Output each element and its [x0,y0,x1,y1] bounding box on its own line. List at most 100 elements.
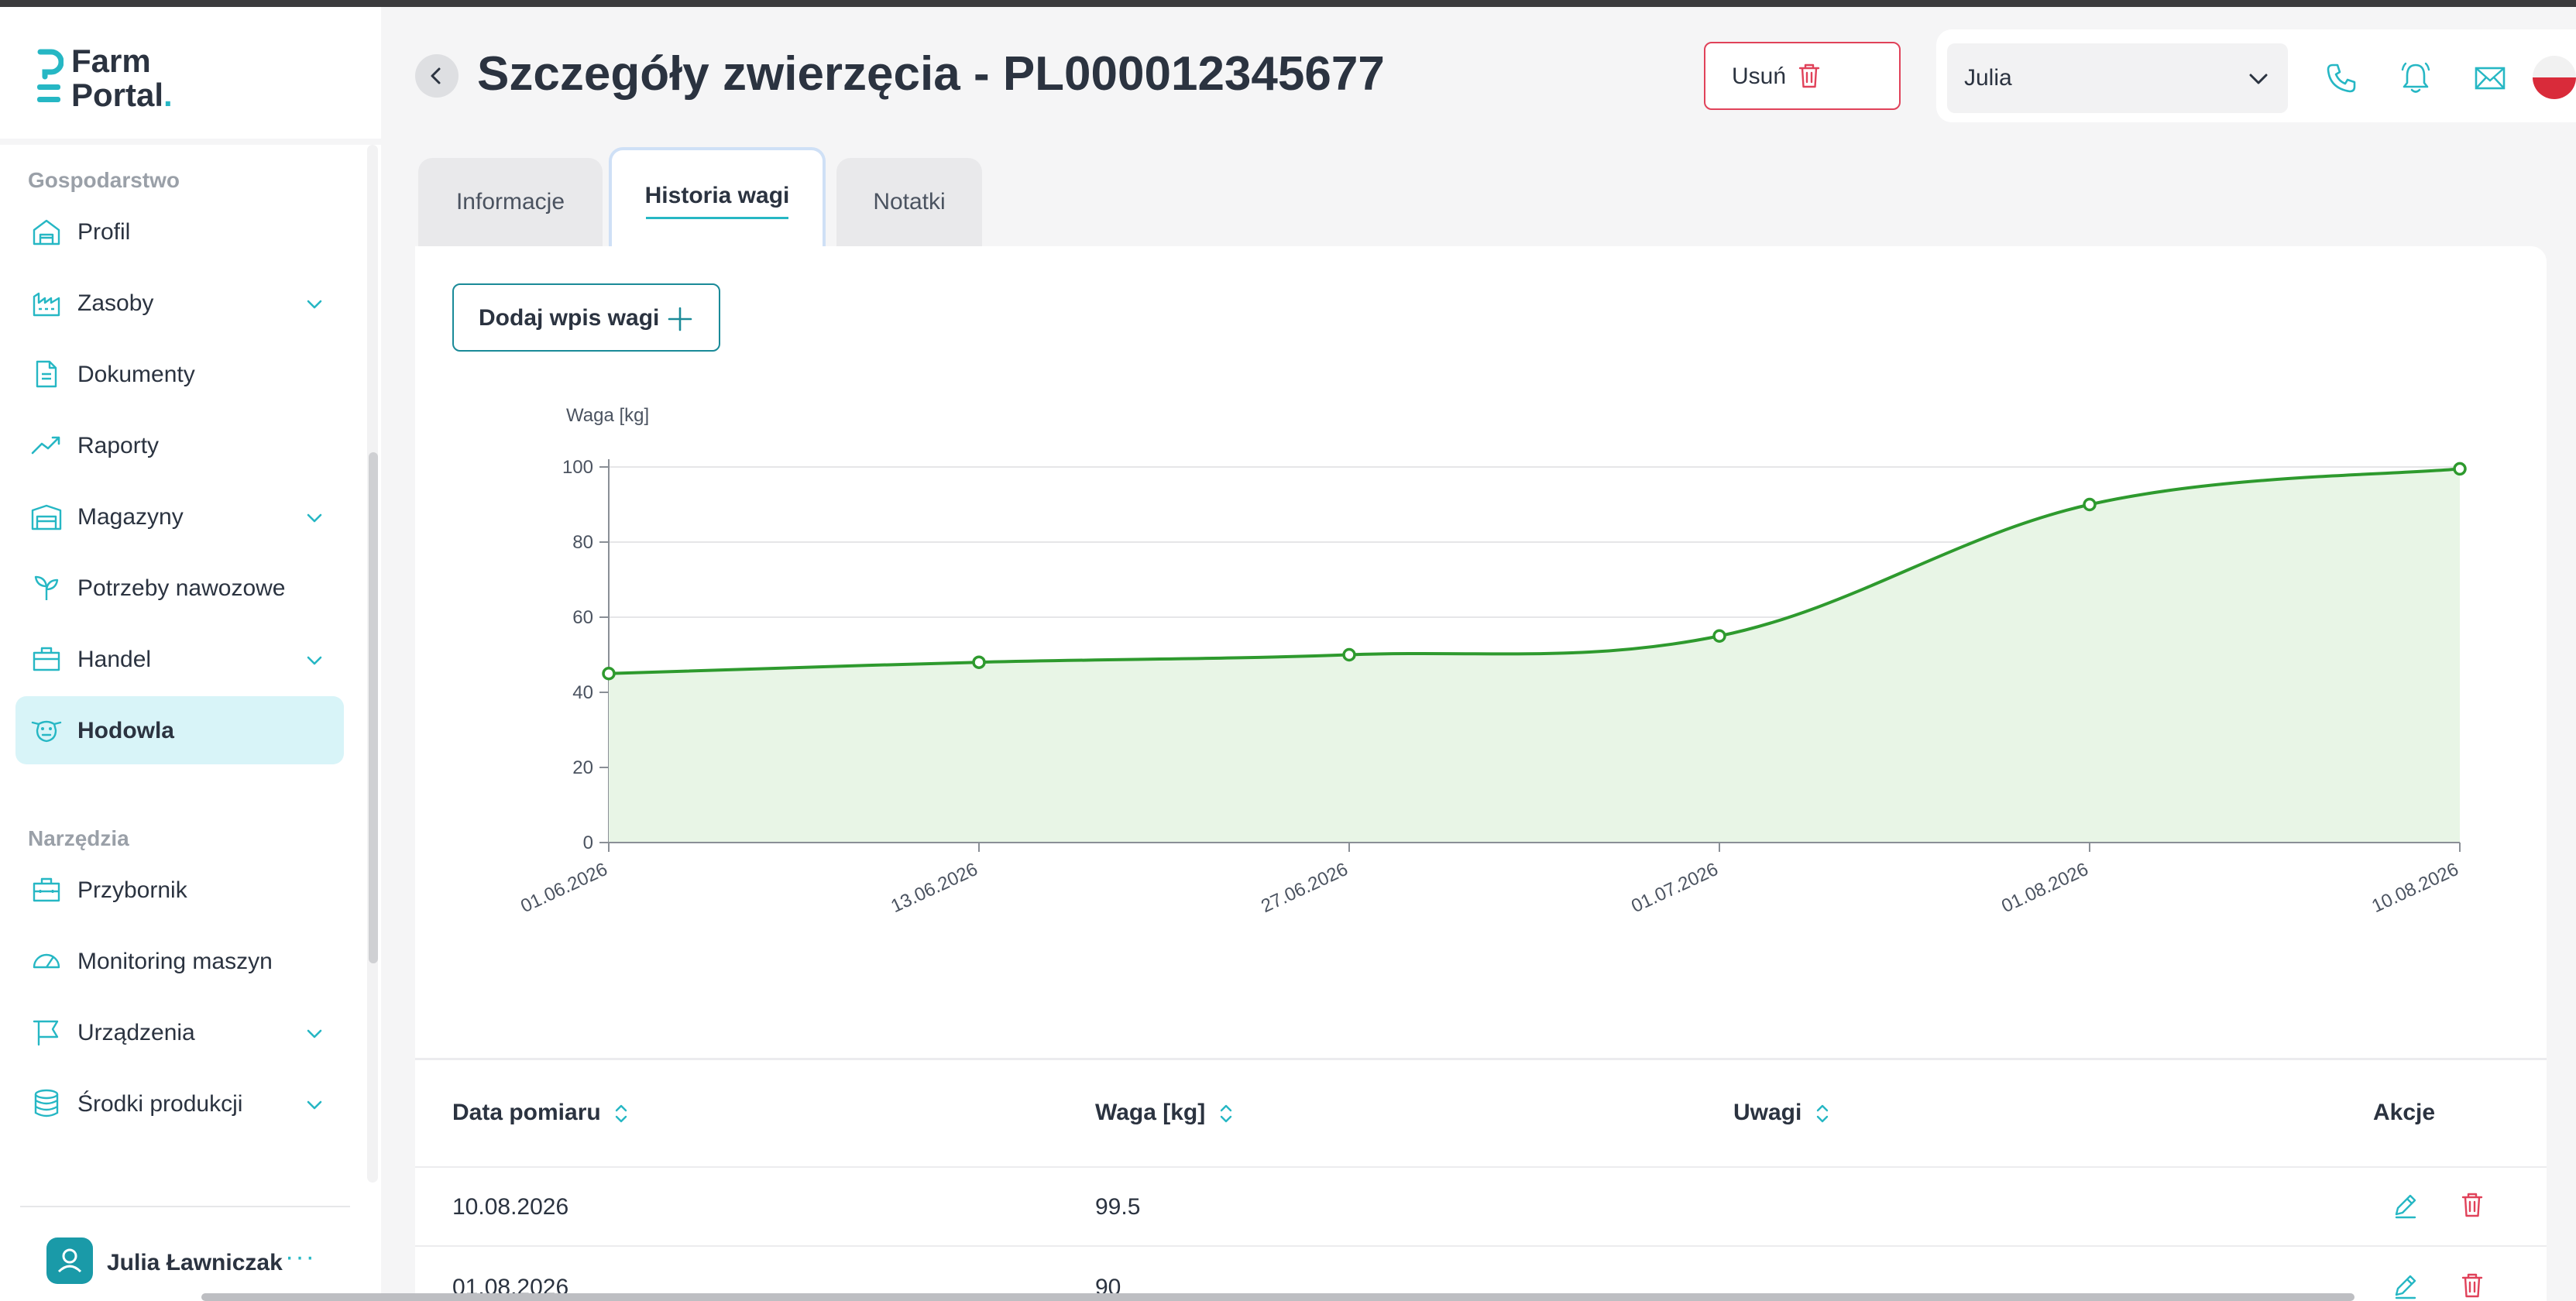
sidebar-item-monitoring-maszyn[interactable]: Monitoring maszyn [15,927,344,995]
bell-icon[interactable] [2396,59,2435,98]
factory-icon [33,292,60,317]
warehouse-icon [31,504,62,530]
series-area [609,469,2460,843]
add-weight-button-label: Dodaj wpis wagi [479,305,660,331]
y-tick-label: 20 [572,757,593,778]
chevron-down-icon[interactable] [302,1093,327,1117]
logo-text: Farm Portal. [71,43,173,113]
data-point [2083,497,2097,512]
cell-date: 10.08.2026 [452,1194,569,1220]
sidebar-item-profil[interactable]: Profil [15,197,344,266]
edit-icon[interactable] [2390,1270,2421,1301]
column-header-date[interactable]: Data pomiaru [452,1100,629,1126]
chevron-down-icon[interactable] [302,292,327,317]
sidebar-item-label: Zasoby [77,290,154,316]
trash-icon[interactable] [2457,1189,2488,1220]
add-weight-button[interactable]: Dodaj wpis wagi [452,283,720,352]
weight-history-panel: Dodaj wpis wagi Waga [kg] 0 20 40 60 80 100 01.… [415,246,2547,1301]
sidebar-item-hodowla[interactable]: Hodowla [15,696,344,764]
data-point [1342,647,1356,662]
header-toolbar: Julia [1936,29,2576,122]
sidebar-item-label: Przybornik [77,877,187,903]
tab-label: Informacje [455,189,565,215]
sidebar-item-handel[interactable]: Handel [15,625,344,693]
x-tick-label: 01.08.2026 [1998,859,2091,917]
sort-icon [1816,1104,1828,1123]
sidebar-item-potrzeby-nawozowe[interactable]: Potrzeby nawozowe [15,554,344,622]
sidebar-section-title: Narzędzia [28,826,129,850]
y-tick-label: 0 [583,832,593,853]
delete-button[interactable]: Usuń [1704,42,1901,110]
x-tick-label: 27.06.2026 [1258,859,1351,917]
sidebar-item-zasoby[interactable]: Zasoby [15,269,344,337]
sidebar: Farm Portal. Gospodarstwo Profil Zasoby Dok… [0,7,381,1301]
user-more-button[interactable]: ··· [285,1242,316,1272]
column-header-notes[interactable]: Uwagi [1733,1100,1830,1126]
mail-icon[interactable] [2471,59,2509,98]
data-point [1712,629,1726,643]
sidebar-user-name: Julia Ławniczak [107,1250,283,1275]
x-tick-label: 13.06.2026 [888,859,981,917]
data-point [2453,462,2467,476]
edit-icon[interactable] [2390,1189,2421,1220]
flag-icon [33,1020,59,1046]
gauge-icon [33,953,60,969]
table-top-divider [415,1058,2547,1060]
y-tick-label: 40 [572,682,593,703]
sidebar-item-label: Środki produkcji [77,1091,243,1117]
data-point [972,655,986,669]
back-button[interactable] [415,54,459,98]
language-flag-icon[interactable] [2533,56,2576,99]
chevron-down-icon [2249,74,2268,84]
series-line [608,467,2461,675]
tab-notatki[interactable]: Notatki [836,158,982,248]
sidebar-item-środki-produkcji[interactable]: Środki produkcji [15,1069,344,1138]
cell-weight: 99.5 [1095,1194,1141,1220]
sidebar-item-label: Profil [77,219,131,245]
database-icon [34,1089,59,1117]
sidebar-item-raporty[interactable]: Raporty [15,411,344,479]
trash-icon [1798,64,1820,88]
sidebar-item-label: Potrzeby nawozowe [77,575,286,601]
table-header-divider [415,1166,2547,1168]
sidebar-item-magazyny[interactable]: Magazyny [15,482,344,551]
user-select[interactable]: Julia [1947,43,2288,113]
app-logo[interactable]: Farm Portal. [34,41,266,118]
chevron-down-icon[interactable] [302,648,327,673]
document-icon [36,360,57,388]
chevron-left-icon [431,67,441,84]
y-axis-label: Waga [kg] [566,405,649,426]
horizontal-scrollbar[interactable] [201,1293,2354,1301]
sidebar-item-label: Monitoring maszyn [77,949,273,974]
barn-icon [33,219,60,245]
y-tick-label: 80 [572,532,593,553]
column-header-weight[interactable]: Waga [kg] [1095,1100,1234,1126]
chevron-down-icon[interactable] [302,1021,327,1046]
sprout-icon [34,575,59,600]
sidebar-item-urządzenia[interactable]: Urządzenia [15,998,344,1066]
chevron-down-icon[interactable] [302,506,327,530]
tab-historia-wagi[interactable]: Historia wagi [609,147,826,248]
sidebar-item-label: Magazyny [77,504,184,530]
sidebar-item-przybornik[interactable]: Przybornik [15,856,344,924]
avatar [46,1237,93,1284]
phone-icon[interactable] [2322,59,2361,98]
window-top-bar [0,0,2576,7]
sidebar-user[interactable]: Julia Ławniczak ··· [46,1234,341,1289]
sidebar-item-dokumenty[interactable]: Dokumenty [15,340,344,408]
delete-button-label: Usuń [1732,64,1787,89]
sidebar-item-label: Dokumenty [77,362,195,387]
tab-label: Historia wagi [644,183,790,208]
table-row: 10.08.2026 99.5 [415,1168,2547,1247]
weight-chart: Waga [kg] 0 20 40 60 80 100 01.06.2026 13.06.202… [517,405,2467,917]
sidebar-footer-divider [20,1206,350,1207]
active-tab-indicator [646,217,788,219]
sidebar-item-label: Urządzenia [77,1020,195,1045]
sidebar-scrollbar-thumb[interactable] [369,452,378,963]
tab-informacje[interactable]: Informacje [418,158,603,248]
toolbox-icon [33,877,60,902]
y-tick-label: 60 [572,607,593,628]
sidebar-item-label: Raporty [77,433,160,458]
user-icon [57,1248,82,1273]
trash-icon[interactable] [2457,1270,2488,1301]
